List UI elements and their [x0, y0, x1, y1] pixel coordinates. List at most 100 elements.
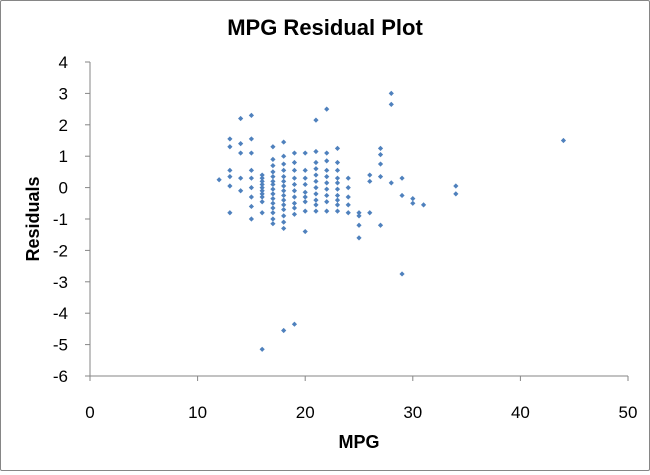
x-ticks: 0 10 20 30 40 50	[85, 376, 637, 422]
data-point	[248, 185, 254, 191]
data-point	[248, 175, 254, 181]
data-point	[388, 180, 394, 186]
data-point	[281, 167, 287, 173]
data-point	[281, 327, 287, 334]
data-point	[334, 192, 341, 199]
data-point	[281, 219, 287, 225]
data-point	[367, 172, 373, 178]
data-point	[334, 186, 341, 192]
data-point	[367, 178, 373, 184]
data-point	[399, 271, 405, 277]
data-point	[313, 185, 319, 191]
data-point	[238, 115, 244, 122]
data-point	[259, 181, 265, 188]
data-point	[302, 189, 308, 195]
data-point	[377, 161, 384, 167]
y-tick-label: 2	[59, 116, 68, 135]
y-axis-title: Residuals	[23, 176, 43, 261]
data-point	[313, 159, 319, 166]
data-point	[281, 206, 287, 213]
data-point	[313, 178, 319, 184]
data-point	[281, 161, 287, 167]
data-point	[324, 167, 330, 173]
x-tick-label: 30	[403, 403, 422, 422]
data-point	[248, 203, 254, 210]
data-point	[356, 235, 362, 241]
data-point	[334, 208, 341, 214]
data-point	[259, 172, 265, 178]
data-point	[259, 185, 265, 191]
x-tick-label: 50	[619, 403, 638, 422]
data-point	[302, 175, 308, 181]
data-point	[324, 174, 330, 180]
data-point	[281, 153, 287, 159]
x-tick-label: 40	[511, 403, 530, 422]
data-point	[227, 183, 233, 189]
data-point	[313, 208, 319, 214]
data-point	[388, 101, 394, 107]
data-point	[238, 141, 244, 147]
data-point	[259, 191, 265, 197]
data-point	[259, 175, 265, 181]
data-point	[259, 210, 265, 216]
data-point	[259, 188, 265, 194]
data-point	[227, 210, 233, 216]
data-point	[302, 199, 308, 205]
data-point	[334, 197, 341, 203]
data-point	[324, 180, 330, 186]
data-point	[377, 222, 384, 228]
data-point	[334, 145, 341, 151]
data-point	[248, 167, 254, 173]
x-tick-label: 0	[85, 403, 94, 422]
x-tick-label: 20	[296, 403, 315, 422]
data-point	[291, 159, 298, 166]
data-point	[270, 163, 276, 169]
data-point	[324, 106, 330, 112]
data-point	[313, 191, 319, 197]
data-point	[281, 197, 287, 203]
data-point	[270, 156, 276, 162]
data-point	[281, 213, 287, 219]
data-point	[356, 210, 362, 216]
data-point	[410, 195, 416, 202]
data-point	[270, 174, 276, 180]
data-point	[291, 205, 298, 211]
data-point	[216, 177, 222, 183]
data-point	[291, 188, 298, 194]
data-point	[313, 148, 319, 155]
data-point	[270, 221, 276, 227]
data-point	[302, 228, 308, 235]
data-point	[281, 188, 287, 194]
data-point	[281, 139, 287, 145]
data-point	[313, 202, 319, 208]
data-point	[270, 210, 276, 216]
data-point	[324, 208, 330, 214]
data-point	[388, 90, 394, 96]
data-point	[270, 181, 276, 188]
data-point	[248, 136, 254, 142]
data-point	[238, 188, 244, 194]
data-point	[334, 167, 341, 173]
data-point	[302, 181, 308, 188]
y-tick-label: 3	[59, 84, 68, 103]
y-tick-label: 1	[59, 147, 68, 166]
data-point	[270, 169, 276, 175]
data-point	[281, 225, 287, 232]
data-point	[302, 150, 308, 156]
data-point	[399, 192, 405, 199]
data-point	[334, 175, 341, 181]
y-tick-label: -2	[53, 241, 68, 260]
data-point	[345, 210, 351, 216]
data-point	[345, 194, 351, 200]
data-point	[291, 200, 298, 206]
data-point	[334, 159, 341, 166]
data-point	[259, 178, 265, 184]
data-point	[270, 195, 276, 202]
data-point	[238, 175, 244, 181]
data-point	[302, 167, 308, 173]
data-point	[259, 194, 265, 200]
data-point	[248, 150, 254, 156]
data-point	[367, 210, 373, 216]
data-point	[281, 183, 287, 189]
data-point	[345, 175, 351, 181]
